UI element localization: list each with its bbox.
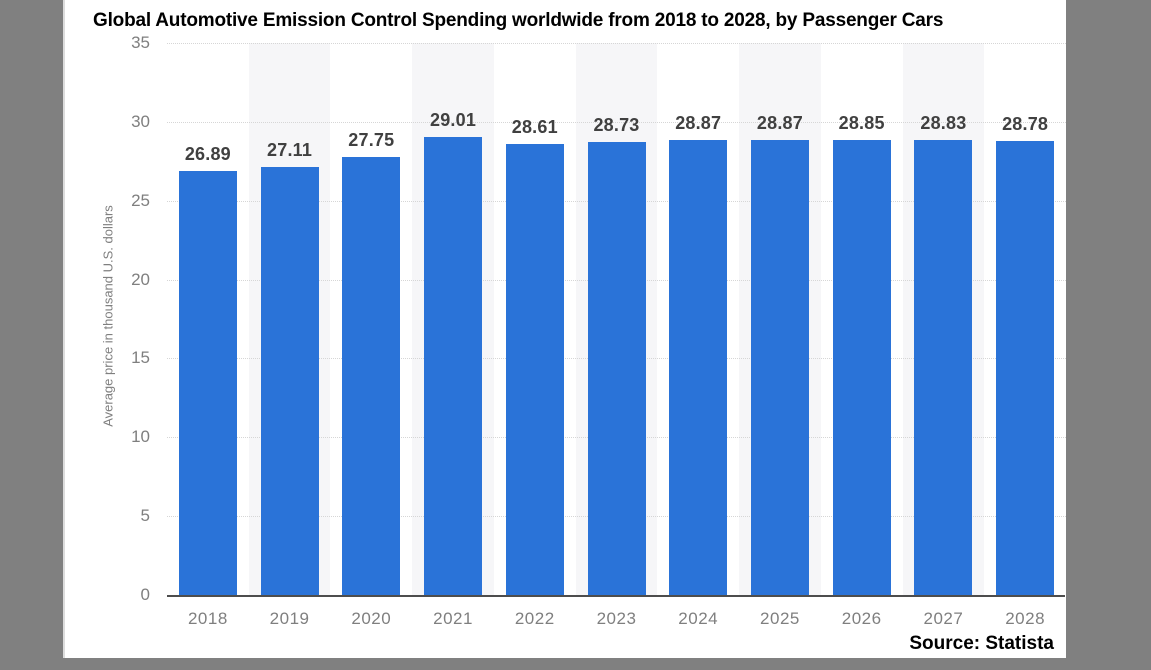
bar-value-label-2020: 27.75 — [348, 130, 395, 151]
bar-value-label-2026: 28.85 — [838, 112, 885, 133]
y-tick-label-20: 20 — [131, 269, 150, 289]
bar-2021 — [424, 137, 483, 595]
bar-2027 — [914, 140, 973, 595]
y-tick-label-15: 15 — [131, 348, 150, 368]
x-tick-label-2028: 2028 — [1005, 609, 1046, 628]
bar-2022 — [505, 143, 564, 595]
y-tick-label-30: 30 — [131, 111, 150, 131]
bar-value-label-2027: 28.83 — [920, 113, 967, 134]
bar-2023 — [587, 141, 646, 595]
bar-value-label-2022: 28.61 — [511, 116, 558, 137]
x-tick-label-2026: 2026 — [841, 609, 882, 628]
x-tick-label-2019: 2019 — [269, 609, 310, 628]
x-tick-label-2025: 2025 — [760, 609, 800, 628]
x-axis-baseline — [167, 595, 1065, 597]
y-tick-label-35: 35 — [131, 33, 150, 52]
gridline-30 — [167, 121, 1066, 123]
y-tick-label-5: 5 — [140, 506, 150, 526]
chart-panel: Global Automotive Emission Control Spend… — [63, 0, 1066, 658]
plot-area: 26.89 2018 27.11 2019 27.75 2020 29.01 2021 28.6… — [167, 43, 1066, 628]
bar-value-label-2018: 26.89 — [184, 143, 231, 164]
y-tick-label-10: 10 — [131, 427, 150, 447]
x-tick-label-2027: 2027 — [923, 609, 964, 628]
bar-2025 — [750, 139, 809, 595]
bar-2024 — [669, 139, 728, 595]
x-tick-label-2022: 2022 — [514, 609, 555, 628]
bar-2028 — [996, 141, 1055, 595]
bar-2020 — [342, 157, 401, 595]
chart-title: Global Automotive Emission Control Spend… — [93, 10, 944, 31]
x-tick-label-2018: 2018 — [187, 609, 228, 628]
x-tick-label-2024: 2024 — [678, 609, 719, 628]
bar-value-label-2021: 29.01 — [430, 110, 477, 131]
bar-2019 — [260, 167, 319, 595]
y-axis-tick-labels: 0 5 10 15 20 25 30 35 — [65, 33, 150, 604]
y-tick-label-25: 25 — [131, 190, 150, 210]
x-tick-label-2021: 2021 — [433, 609, 473, 628]
bar-2026 — [832, 139, 891, 595]
y-tick-label-0: 0 — [140, 585, 150, 604]
source-label: Source: Statista — [909, 633, 1054, 654]
bar-value-label-2019: 27.11 — [267, 140, 313, 161]
bar-value-label-2024: 28.87 — [675, 112, 722, 133]
x-tick-label-2023: 2023 — [596, 609, 637, 628]
gridline-35 — [167, 43, 1066, 44]
x-tick-label-2020: 2020 — [351, 609, 392, 628]
bar-value-label-2028: 28.78 — [1002, 114, 1049, 135]
bar-2018 — [178, 170, 237, 595]
bar-value-label-2023: 28.73 — [593, 114, 640, 135]
bar-value-label-2025: 28.87 — [756, 112, 803, 133]
